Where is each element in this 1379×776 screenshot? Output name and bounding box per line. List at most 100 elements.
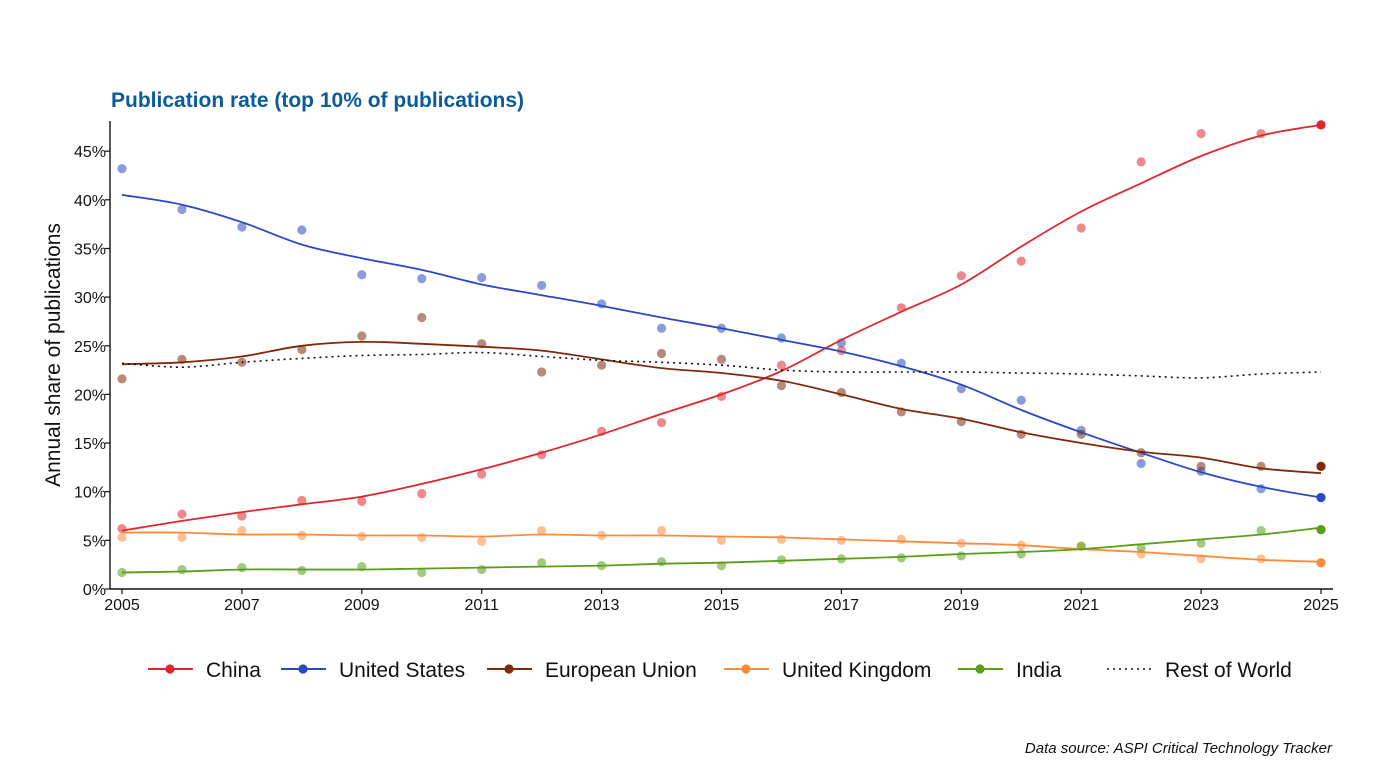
data-point bbox=[297, 225, 307, 235]
x-tick-label: 2017 bbox=[824, 597, 860, 614]
data-point bbox=[1256, 461, 1266, 472]
trend-line-european-union bbox=[121, 340, 1322, 475]
y-tick-label: 35% bbox=[74, 241, 106, 258]
data-point bbox=[177, 532, 187, 543]
data-point bbox=[357, 331, 367, 341]
x-tick-label: 2005 bbox=[104, 597, 140, 614]
y-tick-label: 15% bbox=[74, 436, 106, 453]
legend-marker bbox=[975, 664, 985, 674]
data-point bbox=[1256, 554, 1266, 564]
data-point bbox=[297, 495, 307, 506]
legend-label: China bbox=[206, 659, 261, 682]
x-tick-label: 2021 bbox=[1063, 597, 1099, 614]
data-point bbox=[776, 381, 787, 391]
data-point bbox=[1136, 157, 1146, 167]
legend-item-rest-of-world: Rest of World bbox=[1107, 659, 1292, 682]
data-point bbox=[956, 551, 966, 561]
y-tick-label: 0% bbox=[83, 582, 106, 599]
data-point bbox=[656, 418, 667, 428]
data-point bbox=[1016, 549, 1026, 559]
data-point bbox=[1016, 256, 1026, 266]
end-point bbox=[1316, 525, 1326, 535]
y-tick-label: 45% bbox=[74, 144, 106, 161]
data-point bbox=[776, 534, 787, 544]
legend: China United States European Union United K… bbox=[148, 659, 1292, 682]
end-point bbox=[1316, 558, 1326, 568]
legend-marker bbox=[741, 664, 751, 674]
data-point bbox=[896, 534, 906, 544]
data-point bbox=[117, 532, 127, 543]
legend-item-european-union: European Union bbox=[487, 659, 697, 682]
data-point bbox=[956, 271, 966, 281]
x-tick-label: 2009 bbox=[344, 597, 380, 614]
legend-label: United Kingdom bbox=[782, 659, 931, 682]
x-tick-label: 2011 bbox=[464, 597, 499, 614]
data-point bbox=[1136, 543, 1146, 553]
data-point bbox=[417, 274, 427, 284]
data-point bbox=[297, 565, 307, 576]
trend-line-rest-of-world bbox=[121, 351, 1322, 379]
data-point bbox=[716, 354, 727, 364]
data-point bbox=[297, 345, 307, 355]
data-point bbox=[1016, 395, 1026, 405]
data-point bbox=[117, 164, 127, 174]
legend-label: India bbox=[1016, 659, 1062, 682]
x-tick-label: 2015 bbox=[704, 597, 740, 614]
data-point bbox=[1196, 538, 1206, 548]
y-tick-label: 25% bbox=[74, 339, 106, 356]
legend-label: European Union bbox=[545, 659, 697, 682]
legend-item-china: China bbox=[148, 659, 261, 682]
data-point bbox=[1076, 223, 1086, 233]
data-point bbox=[177, 564, 187, 575]
data-point bbox=[1196, 461, 1206, 472]
data-point bbox=[357, 270, 367, 280]
data-point bbox=[716, 535, 727, 545]
data-point bbox=[776, 555, 787, 565]
y-tick-label: 30% bbox=[74, 290, 106, 307]
data-point bbox=[656, 348, 667, 359]
data-point bbox=[1256, 526, 1266, 536]
trend-line-united-kingdom bbox=[121, 531, 1322, 563]
data-point bbox=[477, 564, 487, 575]
legend-item-united-states: United States bbox=[281, 659, 465, 682]
data-point bbox=[177, 509, 187, 519]
data-point bbox=[656, 323, 667, 333]
data-point bbox=[417, 312, 427, 323]
end-point bbox=[1316, 492, 1326, 503]
y-axis-label: Annual share of publications bbox=[42, 223, 65, 487]
y-tick-label: 40% bbox=[74, 193, 106, 210]
legend-marker bbox=[165, 664, 175, 674]
y-tick-label: 5% bbox=[83, 533, 106, 550]
trend-line-united-states bbox=[121, 194, 1322, 499]
data-point bbox=[417, 489, 427, 499]
legend-item-india: India bbox=[958, 659, 1062, 682]
data-point bbox=[117, 374, 127, 384]
trend-line-china bbox=[121, 124, 1322, 532]
data-point bbox=[656, 526, 667, 536]
trend-line-india bbox=[121, 526, 1322, 574]
data-point bbox=[537, 280, 547, 291]
data-point bbox=[597, 360, 607, 370]
source-note: Data source: ASPI Critical Technology Tr… bbox=[1025, 740, 1333, 757]
y-tick-label: 10% bbox=[74, 485, 106, 502]
x-tick-label: 2025 bbox=[1303, 597, 1339, 614]
plot-area: 0% 5% 10% 15% 20% 25% 30% 35% 40% 45% 2005 2007 2009… bbox=[74, 120, 1339, 614]
legend-label: Rest of World bbox=[1165, 659, 1292, 682]
data-point bbox=[237, 222, 247, 232]
legend-marker bbox=[298, 664, 308, 674]
data-point bbox=[836, 535, 847, 545]
data-point bbox=[477, 469, 487, 479]
data-point bbox=[477, 536, 487, 546]
data-point bbox=[1136, 458, 1146, 469]
end-point bbox=[1316, 461, 1326, 472]
data-point bbox=[237, 511, 247, 521]
legend-item-united-kingdom: United Kingdom bbox=[724, 659, 931, 682]
data-point bbox=[237, 526, 247, 536]
data-point bbox=[297, 530, 307, 541]
data-point bbox=[417, 567, 427, 578]
x-tick-label: 2019 bbox=[944, 597, 980, 614]
data-point bbox=[537, 367, 547, 377]
x-tick-label: 2013 bbox=[584, 597, 620, 614]
data-point bbox=[237, 562, 247, 573]
